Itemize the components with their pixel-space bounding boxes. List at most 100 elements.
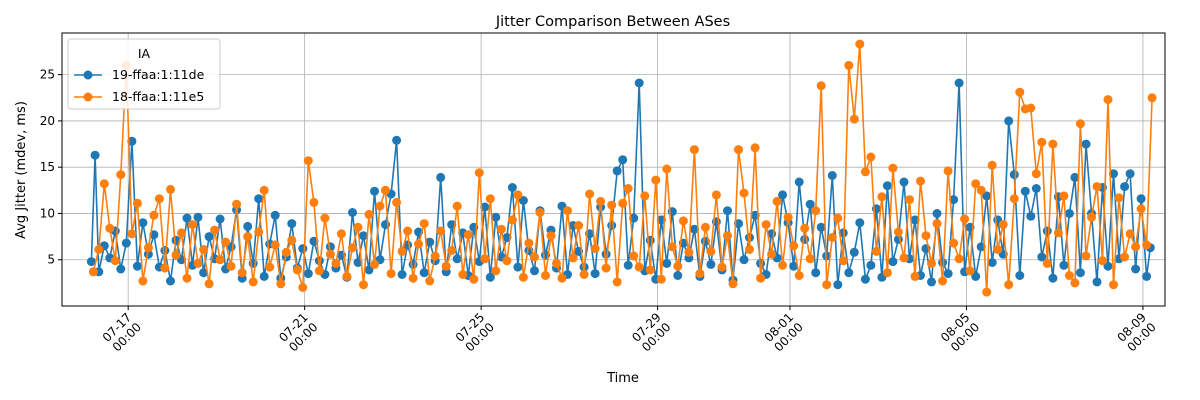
data-point: [287, 235, 297, 245]
data-point: [1081, 139, 1091, 149]
data-point: [1015, 271, 1025, 280]
data-point: [629, 251, 639, 261]
data-point: [331, 258, 341, 268]
data-point: [226, 261, 236, 271]
data-point: [601, 249, 611, 259]
series-line-19-ffaa-1-11de: [90, 82, 1152, 286]
data-point: [728, 279, 738, 289]
data-point: [281, 247, 291, 257]
data-point: [1109, 169, 1118, 179]
data-point: [739, 188, 749, 198]
data-point: [927, 277, 936, 287]
data-point: [353, 222, 363, 232]
data-point: [767, 249, 777, 259]
data-point: [618, 198, 628, 208]
data-point: [270, 240, 280, 250]
data-point: [535, 208, 545, 217]
data-point: [949, 195, 959, 205]
data-point: [700, 222, 710, 232]
data-point: [871, 246, 881, 256]
data-point: [105, 223, 115, 233]
data-point: [99, 179, 109, 189]
data-point: [1131, 242, 1141, 252]
data-point: [723, 231, 732, 241]
data-point: [518, 196, 528, 205]
series-18-ffaa-1-11e5: [88, 39, 1157, 297]
data-point: [397, 270, 407, 279]
data-point: [287, 219, 297, 229]
data-point: [507, 215, 517, 225]
data-point: [982, 191, 992, 201]
data-point: [436, 172, 446, 182]
data-point: [342, 271, 352, 281]
data-point: [298, 244, 308, 254]
data-point: [166, 276, 175, 286]
data-point: [507, 183, 517, 192]
legend-box: [67, 38, 221, 110]
data-point: [662, 258, 672, 268]
data-point: [1059, 260, 1069, 270]
data-point: [171, 235, 181, 245]
data-point: [474, 168, 484, 178]
data-point: [816, 81, 826, 91]
data-point: [541, 271, 550, 280]
data-point: [469, 274, 479, 284]
data-point: [149, 210, 159, 220]
data-point: [849, 247, 859, 257]
data-point: [1037, 252, 1047, 262]
data-point: [199, 268, 209, 278]
data-point: [612, 166, 622, 176]
data-point: [943, 166, 953, 176]
data-point: [833, 213, 843, 223]
data-point: [811, 206, 821, 216]
data-point: [717, 262, 727, 272]
data-point: [552, 258, 561, 268]
data-point: [563, 206, 572, 216]
data-point: [960, 214, 970, 224]
data-point: [993, 245, 1003, 254]
data-point: [789, 241, 799, 251]
data-point: [866, 152, 876, 162]
data-point: [116, 170, 126, 180]
data-point: [739, 255, 749, 265]
data-point: [998, 220, 1008, 230]
data-point: [1009, 194, 1019, 204]
data-point: [965, 266, 975, 276]
legend-label-19-ffaa-1-11de: 19-ffaa:1:11de: [112, 67, 205, 82]
data-point: [1125, 169, 1135, 179]
data-point: [348, 243, 357, 253]
data-point: [430, 251, 440, 261]
data-point: [94, 245, 104, 254]
data-point: [689, 145, 699, 155]
data-point: [772, 196, 782, 206]
data-point: [612, 277, 622, 287]
data-point: [254, 227, 264, 237]
data-point: [971, 271, 981, 281]
data-point: [237, 268, 247, 278]
data-point: [645, 265, 655, 275]
data-point: [1125, 229, 1135, 239]
data-point: [188, 220, 197, 230]
data-point: [116, 264, 126, 274]
data-point: [574, 221, 584, 230]
data-point: [1048, 139, 1058, 149]
data-point: [579, 270, 589, 279]
y-tick-label-20: 20: [40, 114, 55, 128]
data-point: [794, 177, 804, 187]
data-point: [844, 60, 854, 70]
data-point: [1136, 194, 1146, 204]
data-point: [927, 258, 936, 268]
plot-frame: [61, 32, 1166, 307]
data-point: [590, 244, 600, 254]
data-point: [403, 226, 413, 236]
data-point: [243, 221, 253, 231]
data-point: [90, 150, 100, 160]
data-point: [375, 201, 385, 211]
data-point: [436, 226, 446, 236]
y-axis-title: Avg Jitter (mdev, ms): [14, 101, 29, 239]
data-point: [166, 184, 175, 194]
data-point: [938, 276, 948, 286]
data-point: [761, 220, 771, 230]
data-point: [893, 227, 903, 237]
data-point: [160, 263, 170, 273]
